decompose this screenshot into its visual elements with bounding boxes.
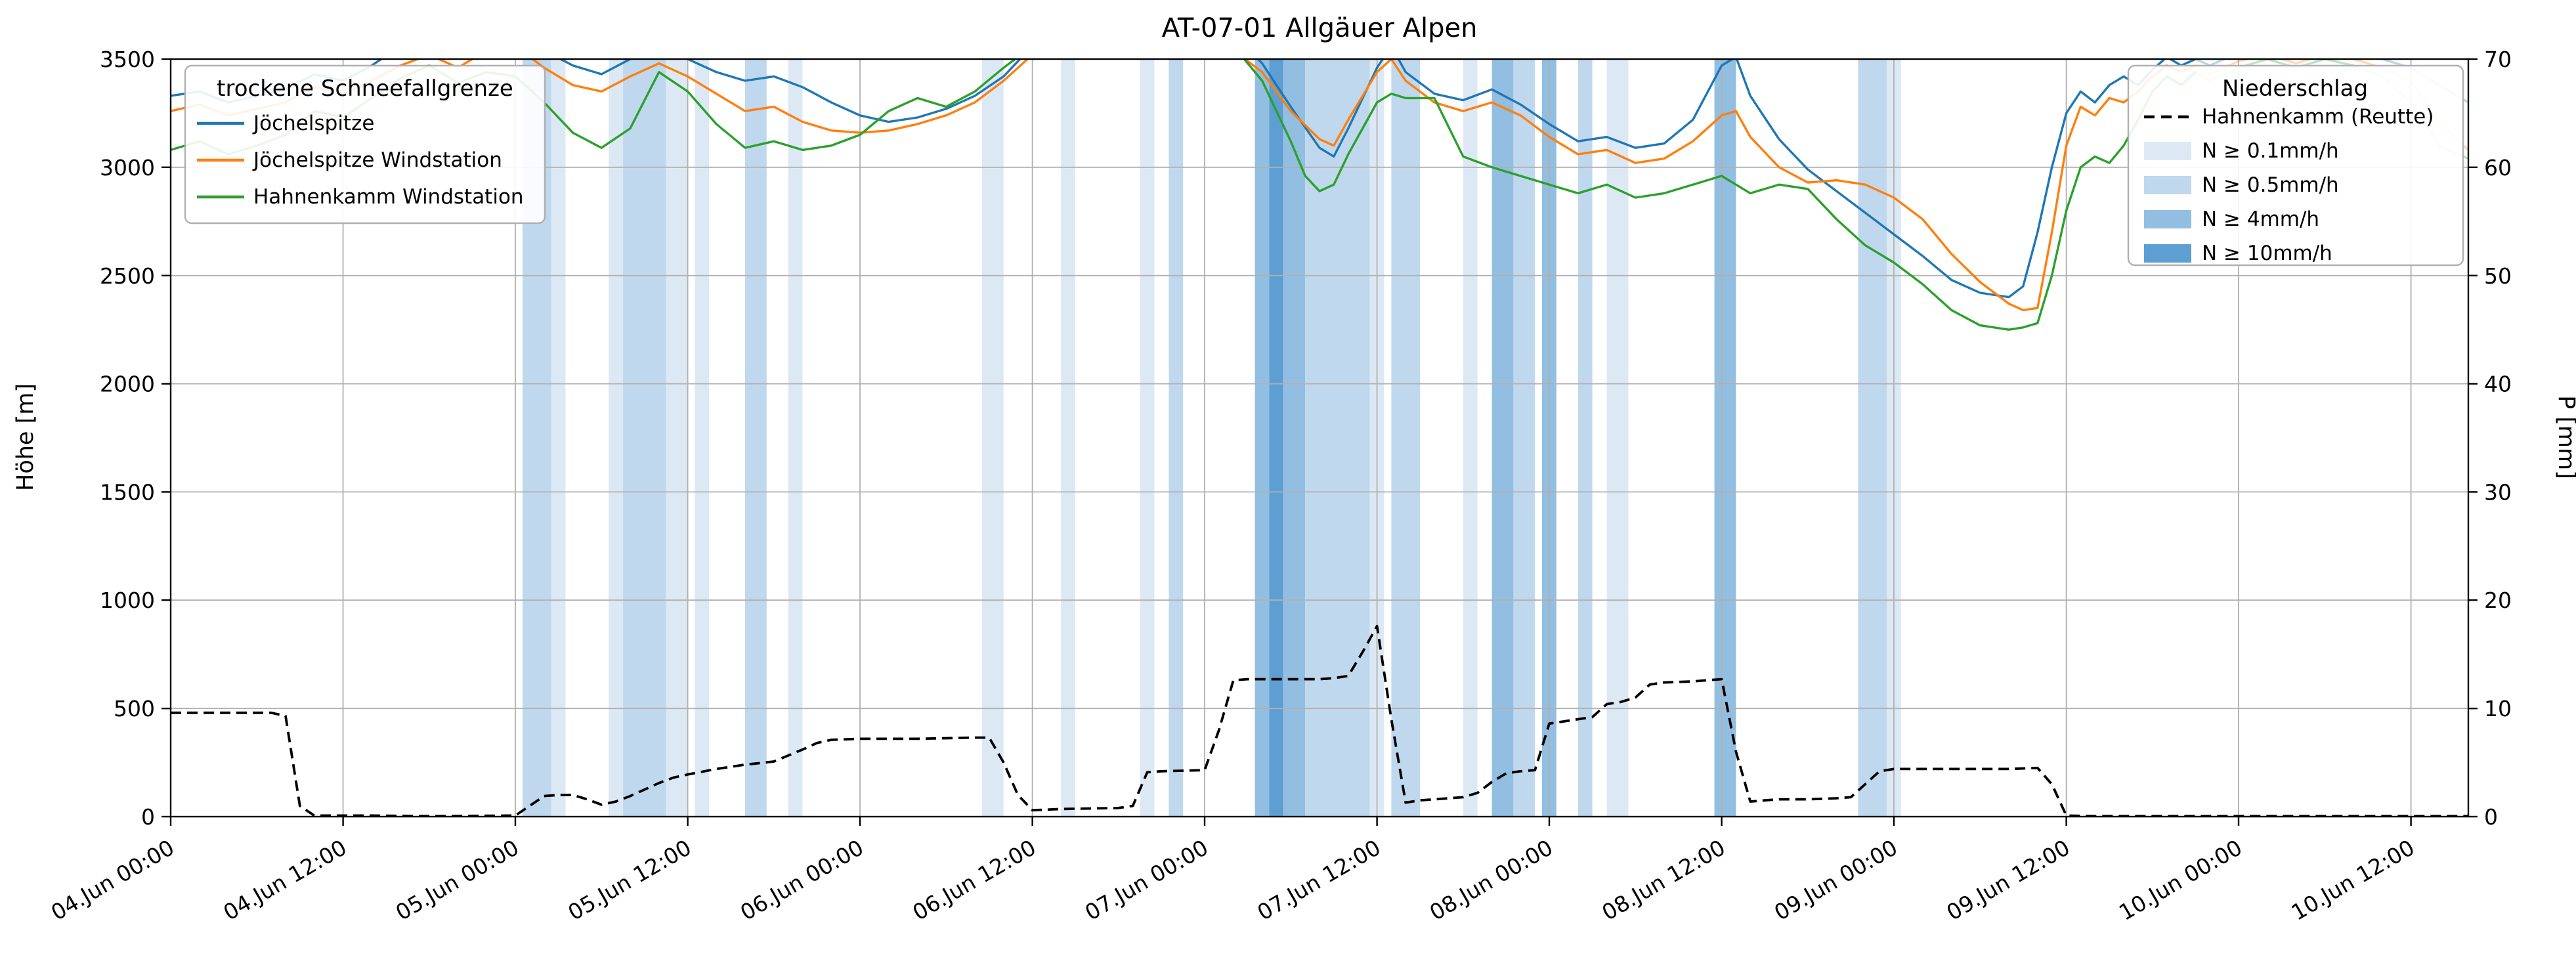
y-left-tick-label: 1000 (100, 588, 155, 613)
legend-precip: Niederschlag Hahnenkamm (Reutte) N ≥ 0.1… (2127, 64, 2464, 267)
precip-band-l01 (1140, 59, 1155, 817)
legend-label-joechelspitze-windstation: Jöchelspitze Windstation (252, 148, 502, 172)
precip-band-l05 (623, 59, 666, 817)
precip-band-l01 (1463, 59, 1478, 817)
y-left-tick-label: 0 (141, 804, 155, 830)
legend-swatch-band-01 (2144, 142, 2191, 160)
precip-band-l01 (551, 59, 566, 817)
y-right-tick-label: 50 (2484, 263, 2512, 289)
legend-label-hahnenkamm-windstation: Hahnenkamm Windstation (253, 185, 524, 209)
legend-swatch-band-10 (2144, 244, 2191, 263)
precip-band-l05 (1513, 59, 1535, 817)
y-left-tick-label: 2000 (100, 372, 155, 397)
precip-band-l4 (1492, 59, 1514, 817)
legend-label-band-10: N ≥ 10mm/h (2202, 242, 2332, 265)
legend-label-band-01: N ≥ 0.1mm/h (2202, 139, 2339, 163)
precip-band-l01 (695, 59, 710, 817)
legend-label-precip-line: Hahnenkamm (Reutte) (2202, 105, 2434, 129)
chart-title: AT-07-01 Allgäuer Alpen (1162, 13, 1478, 43)
plot-border (169, 58, 2470, 818)
y-left-tick-label: 1500 (100, 479, 155, 505)
legend-label-joechelspitze: Jöchelspitze (252, 112, 374, 135)
precip-band-l05 (1391, 59, 1421, 817)
legend-swatch-band-05 (2144, 176, 2191, 194)
y-right-tick-label: 20 (2484, 588, 2512, 613)
y-left-tick-label: 500 (114, 696, 155, 721)
y-right-tick-label: 0 (2484, 804, 2498, 830)
legend-snowline-title: trockene Schneefallgrenze (217, 75, 513, 102)
precip-band-l4 (1714, 59, 1736, 817)
precip-band-l01 (666, 59, 688, 817)
legend-swatch-band-4 (2144, 210, 2191, 228)
legend-precip-box (2127, 64, 2464, 267)
precip-band-l05 (1858, 59, 1887, 817)
precip-bands-layer (523, 59, 1901, 817)
precip-band-l05 (1305, 59, 1370, 817)
precip-band-l01 (788, 59, 803, 817)
precip-band-l01 (982, 59, 1004, 817)
y-left-tick-label: 3000 (100, 155, 155, 181)
y-right-tick-label: 60 (2484, 155, 2512, 181)
precip-band-l01 (609, 59, 623, 817)
legend-snowline-box (184, 64, 546, 225)
precip-band-l05 (1578, 59, 1593, 817)
series-line-1 (171, 59, 2197, 312)
legend-label-band-05: N ≥ 0.5mm/h (2202, 173, 2339, 197)
series-line-2 (171, 59, 2197, 331)
y-axis-label-right: P [mm] (2553, 395, 2576, 479)
y-right-tick-label: 70 (2484, 47, 2512, 72)
precip-band-l4 (1283, 59, 1306, 817)
y-right-tick-label: 10 (2484, 696, 2512, 721)
axes-layer (161, 58, 2478, 826)
precip-line (171, 624, 2468, 817)
y-right-tick-label: 30 (2484, 479, 2512, 505)
precip-band-l4 (1255, 59, 1270, 817)
grid-layer (170, 58, 2468, 817)
legend-precip-title: Niederschlag (2222, 75, 2368, 102)
y-right-tick-label: 40 (2484, 372, 2512, 397)
y-left-tick-label: 3500 (100, 47, 155, 72)
precip-band-l05 (1169, 59, 1184, 817)
legend-snowline: trockene Schneefallgrenze Jöchelspitze J… (184, 64, 546, 225)
precip-band-l10 (1269, 59, 1284, 817)
precip-band-l01 (1061, 59, 1075, 817)
y-left-tick-label: 2500 (100, 263, 155, 289)
precip-band-l05 (745, 59, 767, 817)
legend-label-band-4: N ≥ 4mm/h (2202, 207, 2319, 231)
precip-line-layer (171, 624, 2468, 817)
y-axis-label-left: Höhe [m] (12, 383, 39, 491)
